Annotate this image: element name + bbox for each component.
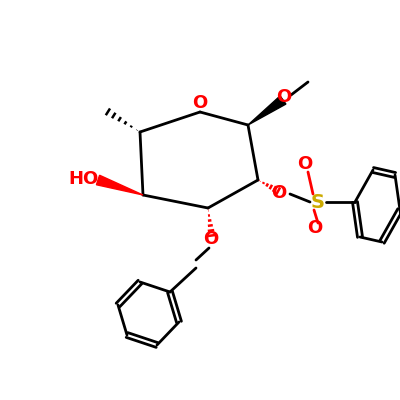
Text: O: O	[307, 219, 323, 237]
Polygon shape	[96, 175, 143, 195]
Polygon shape	[248, 96, 286, 125]
Text: S: S	[311, 192, 325, 212]
Text: O: O	[276, 88, 292, 106]
Text: HO: HO	[69, 170, 99, 188]
Text: O: O	[297, 155, 313, 173]
Text: O: O	[271, 184, 287, 202]
Text: O: O	[192, 94, 208, 112]
Text: O: O	[203, 230, 219, 248]
